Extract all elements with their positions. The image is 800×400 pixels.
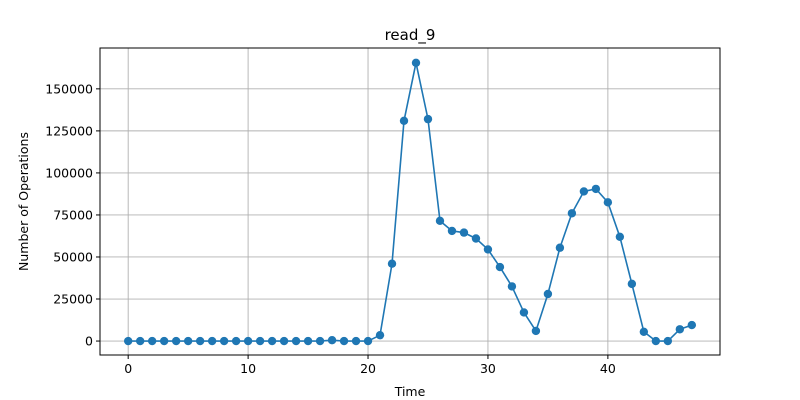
- data-point: [471, 234, 481, 243]
- data-point: [615, 232, 625, 242]
- data-point: [195, 336, 205, 346]
- data-point: [579, 187, 589, 196]
- data-point: [411, 58, 421, 67]
- y-axis-label: Number of Operations: [16, 132, 31, 271]
- x-tick-label: 40: [600, 361, 616, 376]
- data-point: [483, 245, 493, 254]
- x-axis-label: Time: [394, 384, 426, 399]
- data-point: [675, 325, 685, 334]
- y-tick-label: 150000: [45, 81, 93, 96]
- data-point: [423, 114, 433, 124]
- data-point: [663, 336, 673, 346]
- data-point: [315, 336, 325, 346]
- y-tick-label: 75000: [53, 207, 93, 222]
- data-point: [339, 336, 349, 346]
- data-point: [351, 336, 361, 346]
- data-point: [531, 326, 541, 336]
- data-point: [627, 279, 637, 289]
- data-point: [183, 336, 193, 346]
- data-point: [507, 282, 517, 291]
- data-point: [519, 308, 529, 317]
- data-point: [567, 209, 577, 218]
- data-point: [363, 336, 373, 346]
- data-point: [639, 327, 649, 336]
- chart-title: read_9: [385, 26, 436, 45]
- data-point: [303, 336, 313, 346]
- data-point: [435, 216, 445, 226]
- data-point: [387, 259, 397, 268]
- data-point: [267, 336, 277, 346]
- x-tick-label: 30: [480, 361, 496, 376]
- y-tick-label: 25000: [53, 292, 93, 307]
- data-point: [291, 336, 301, 346]
- y-tick-label: 50000: [53, 249, 93, 264]
- data-point: [375, 330, 385, 340]
- data-point: [591, 184, 601, 194]
- y-tick-label: 100000: [45, 165, 93, 180]
- data-point: [399, 116, 409, 125]
- data-point: [243, 336, 253, 346]
- y-tick-label: 125000: [45, 123, 93, 138]
- x-tick-label: 20: [360, 361, 376, 376]
- axis-ticks: 0 10 20 30 40 0 25000 50000 75000 100000 125000 150…: [45, 81, 616, 376]
- data-point: [459, 228, 469, 237]
- data-point: [555, 243, 565, 252]
- data-point: [147, 336, 157, 346]
- data-point: [255, 336, 265, 346]
- data-point: [159, 336, 169, 346]
- data-point: [171, 336, 181, 346]
- data-point: [447, 226, 457, 236]
- data-points-layer: [123, 58, 697, 346]
- x-tick-label: 10: [240, 361, 256, 376]
- data-point: [543, 289, 553, 299]
- data-point: [207, 336, 217, 346]
- data-point: [135, 336, 145, 346]
- data-point: [219, 336, 229, 346]
- data-point: [651, 336, 661, 346]
- data-point: [603, 198, 613, 207]
- data-point: [123, 336, 133, 346]
- data-point: [687, 320, 697, 330]
- data-point: [279, 336, 289, 346]
- y-tick-label: 0: [85, 334, 93, 349]
- plot-frame: [99, 47, 721, 356]
- data-point: [495, 262, 505, 272]
- data-point: [231, 336, 241, 346]
- x-tick-label: 0: [124, 361, 132, 376]
- data-point: [327, 336, 337, 345]
